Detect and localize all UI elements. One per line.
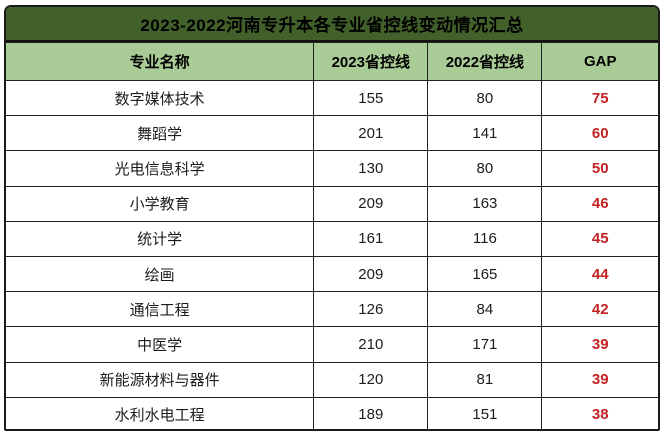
line-2023-cell: 161	[313, 220, 429, 257]
line-2022-cell: 84	[427, 291, 543, 328]
table-row: 通信工程 126 84 42	[6, 291, 658, 328]
table-row: 绘画 209 165 44	[6, 255, 658, 293]
major-name-cell: 中医学	[6, 326, 315, 363]
line-2022-cell: 165	[427, 255, 543, 293]
gap-value-cell: 50	[541, 150, 658, 187]
line-2022-cell: 116	[427, 220, 543, 257]
major-name-cell: 新能源材料与器件	[6, 361, 315, 398]
major-name-cell: 光电信息科学	[6, 150, 315, 187]
table-row: 舞蹈学 201 141 60	[6, 115, 658, 152]
column-header-2023: 2023省控线	[313, 42, 429, 81]
page-title: 2023-2022河南专升本各专业省控线变动情况汇总	[140, 16, 524, 35]
table-row: 统计学 161 116 45	[6, 220, 658, 257]
gap-value-cell: 42	[541, 291, 658, 328]
line-2023-cell: 209	[313, 185, 429, 222]
column-header-2022: 2022省控线	[427, 42, 543, 81]
major-name-cell: 水利水电工程	[6, 396, 315, 429]
gap-value-cell: 45	[541, 220, 658, 257]
line-2023-cell: 189	[313, 396, 429, 429]
summary-table-card: 2023-2022河南专升本各专业省控线变动情况汇总 专业名称 2023省控线 …	[4, 5, 660, 431]
gap-value-cell: 60	[541, 115, 658, 152]
line-2023-cell: 209	[313, 255, 429, 293]
line-2023-cell: 155	[313, 79, 429, 117]
line-2022-cell: 80	[427, 150, 543, 187]
table-title-bar: 2023-2022河南专升本各专业省控线变动情况汇总	[6, 7, 658, 42]
gap-value-cell: 39	[541, 326, 658, 363]
major-name-cell: 小学教育	[6, 185, 315, 222]
table-row: 新能源材料与器件 120 81 39	[6, 361, 658, 398]
line-2022-cell: 80	[427, 79, 543, 117]
table-row: 水利水电工程 189 151 38	[6, 396, 658, 429]
table-row: 光电信息科学 130 80 50	[6, 150, 658, 187]
line-2023-cell: 126	[313, 291, 429, 328]
table-body: 数字媒体技术 155 80 75 舞蹈学 201 141 60 光电信息科学 1…	[6, 79, 658, 429]
major-name-cell: 通信工程	[6, 291, 315, 328]
column-header-gap: GAP	[541, 42, 658, 81]
table-container: 2023-2022河南专升本各专业省控线变动情况汇总 专业名称 2023省控线 …	[4, 5, 660, 431]
line-2022-cell: 141	[427, 115, 543, 152]
major-name-cell: 绘画	[6, 255, 315, 293]
major-name-cell: 统计学	[6, 220, 315, 257]
line-2022-cell: 81	[427, 361, 543, 398]
table-header-row: 专业名称 2023省控线 2022省控线 GAP	[6, 42, 658, 81]
gap-value-cell: 38	[541, 396, 658, 429]
line-2023-cell: 201	[313, 115, 429, 152]
major-name-cell: 数字媒体技术	[6, 79, 315, 117]
major-name-cell: 舞蹈学	[6, 115, 315, 152]
gap-value-cell: 46	[541, 185, 658, 222]
line-2022-cell: 171	[427, 326, 543, 363]
gap-value-cell: 39	[541, 361, 658, 398]
line-2022-cell: 151	[427, 396, 543, 429]
gap-value-cell: 75	[541, 79, 658, 117]
column-header-major: 专业名称	[6, 42, 315, 81]
table-row: 小学教育 209 163 46	[6, 185, 658, 222]
control-line-table: 专业名称 2023省控线 2022省控线 GAP 数字媒体技术 155 80 7…	[6, 42, 658, 429]
line-2023-cell: 130	[313, 150, 429, 187]
line-2023-cell: 120	[313, 361, 429, 398]
line-2023-cell: 210	[313, 326, 429, 363]
line-2022-cell: 163	[427, 185, 543, 222]
table-row: 中医学 210 171 39	[6, 326, 658, 363]
gap-value-cell: 44	[541, 255, 658, 293]
table-row: 数字媒体技术 155 80 75	[6, 79, 658, 117]
